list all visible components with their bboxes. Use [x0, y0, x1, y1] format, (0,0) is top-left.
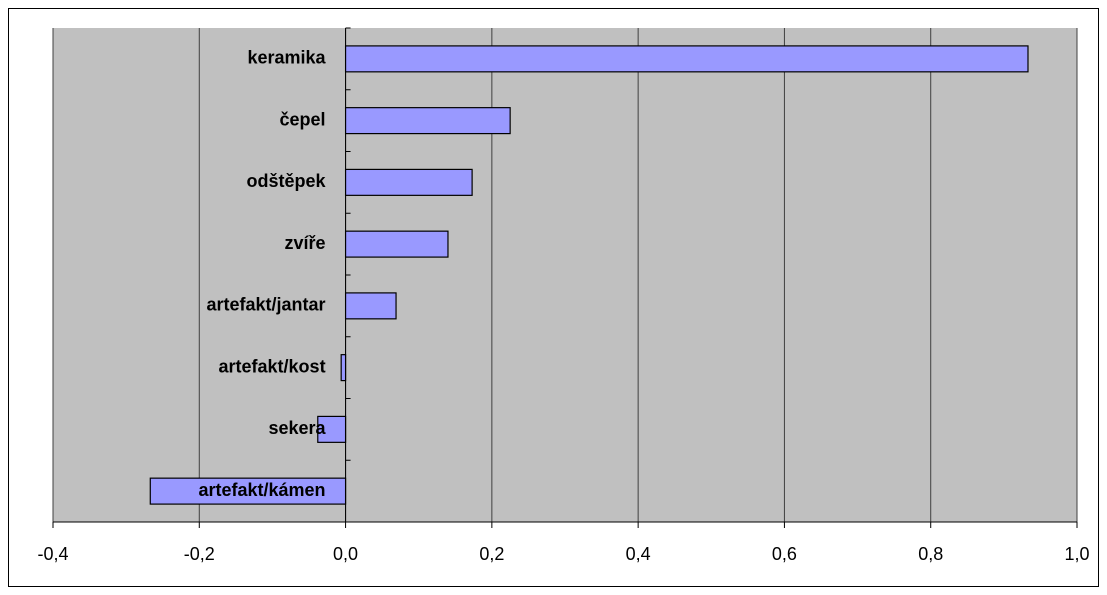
x-tick-label: -0,4 — [37, 544, 68, 564]
bar — [149, 477, 347, 505]
x-tick-label: 0,8 — [918, 544, 943, 564]
bar — [344, 168, 473, 196]
bar — [344, 230, 449, 258]
y-tick-label: odštěpek — [247, 171, 327, 191]
bar — [340, 354, 347, 382]
bar — [344, 292, 397, 320]
x-tick-label: 0,2 — [479, 544, 504, 564]
bar — [317, 415, 347, 443]
bar — [344, 107, 511, 135]
y-tick-label: sekera — [269, 418, 327, 438]
x-tick-label: -0,2 — [184, 544, 215, 564]
y-tick-label: čepel — [280, 109, 326, 129]
y-tick-label: artefakt/kost — [219, 356, 326, 376]
y-tick-label: zvíře — [285, 233, 326, 253]
y-tick-label: artefakt/kámen — [198, 480, 325, 500]
bar — [344, 45, 1029, 73]
x-tick-label: 0,0 — [333, 544, 358, 564]
x-tick-label: 0,6 — [772, 544, 797, 564]
plot-area — [53, 28, 1077, 522]
y-tick-label: artefakt/jantar — [207, 295, 326, 315]
x-tick-label: 1,0 — [1064, 544, 1089, 564]
y-tick-label: keramika — [247, 48, 326, 68]
x-tick-label: 0,4 — [626, 544, 651, 564]
